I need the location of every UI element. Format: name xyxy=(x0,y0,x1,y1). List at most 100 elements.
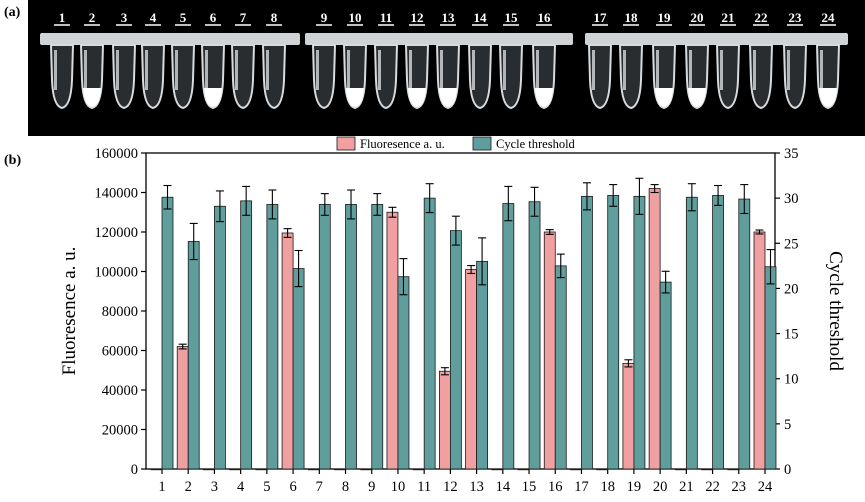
fluorescence-bar xyxy=(334,468,346,471)
cycle-threshold-bar xyxy=(449,230,462,470)
fluorescence-bar xyxy=(648,188,661,470)
fluorescence-bar xyxy=(596,468,609,471)
x-tick-label: 9 xyxy=(368,479,375,495)
x-tick-label: 1 xyxy=(158,479,165,495)
tube-number: 19 xyxy=(658,10,672,25)
panel-b-label: (b) xyxy=(4,153,21,168)
fluorescence-error-bar xyxy=(283,228,292,238)
x-tick-label: 8 xyxy=(342,479,349,495)
x-tick-label: 23 xyxy=(732,479,747,495)
cycle-threshold-error-bar xyxy=(687,183,696,212)
tube-pellet xyxy=(535,88,553,107)
cycle-threshold-error-bar xyxy=(504,185,513,222)
fluorescence-bar xyxy=(465,269,478,470)
fluorescence-bar xyxy=(517,468,530,471)
tube-highlight xyxy=(84,50,87,90)
tube-highlight xyxy=(116,50,119,90)
x-axis: 1 2 3 4 5 6 7 8 9 10 11 12 13 14 15 16 17 18 19 20 21 22 23 24 xyxy=(158,469,773,495)
right-tick-label: 10 xyxy=(784,372,799,388)
x-tick-label: 20 xyxy=(653,479,668,495)
cycle-threshold-error-bar xyxy=(399,258,408,296)
bar-chart: (b) Fluoresence a. u. Cycle threshold 0 2… xyxy=(4,136,846,495)
tube-strip: 1 2 3 4 5 6 7 8 9 10 11 12 13 14 15 16 17 18 19 20 21 22 23 24 xyxy=(40,10,848,110)
fluorescence-error-bar xyxy=(178,343,187,350)
x-tick-label: 16 xyxy=(548,479,563,495)
cycle-threshold-bar xyxy=(633,195,646,470)
tube-photo-panel: (a) 1 2 3 4 5 6 7 8 9 10 11 12 13 14 15 16 17 18 19 20 21 22 2… xyxy=(0,0,865,140)
tube-highlight xyxy=(54,50,57,90)
right-axis: 0 5 10 15 20 25 30 35 xyxy=(775,146,799,478)
cycle-threshold-bar xyxy=(187,241,200,470)
right-tick-label: 25 xyxy=(784,236,799,252)
tube: 17 xyxy=(587,10,613,110)
tube-highlight xyxy=(787,50,790,90)
cycle-threshold-error-bar xyxy=(451,215,460,246)
strip-frame xyxy=(305,33,573,45)
tube-number: 8 xyxy=(271,10,278,25)
fluorescence-bar xyxy=(255,468,268,471)
cycle-threshold-error-bar xyxy=(766,249,775,285)
tube-pellet xyxy=(655,88,673,107)
fluorescence-error-bar xyxy=(545,229,554,235)
tube: 6 xyxy=(200,10,226,110)
x-tick-label: 10 xyxy=(391,479,406,495)
fluorescence-bar xyxy=(543,231,556,470)
tube-number: 20 xyxy=(691,10,704,25)
tube-highlight xyxy=(409,50,412,90)
x-tick-label: 14 xyxy=(496,479,511,495)
fluorescence-bar xyxy=(150,468,163,471)
tube: 11 xyxy=(373,10,399,110)
tube-pellet xyxy=(204,88,222,107)
tube-number: 4 xyxy=(150,10,157,25)
x-tick-label: 19 xyxy=(627,479,642,495)
cycle-threshold-error-bar xyxy=(215,190,224,223)
cycle-threshold-error-bar xyxy=(373,193,382,216)
tube: 7 xyxy=(230,10,256,110)
cycle-threshold-bar xyxy=(712,195,724,470)
legend: Fluoresence a. u. Cycle threshold xyxy=(336,136,576,151)
tube-highlight xyxy=(536,50,539,90)
cycle-threshold-bar xyxy=(528,201,541,470)
tube-highlight xyxy=(689,50,692,90)
cycle-threshold-bar xyxy=(502,203,515,470)
fluorescence-bar xyxy=(386,211,399,470)
cycle-threshold-bar xyxy=(161,196,174,470)
fluorescence-bar xyxy=(491,468,504,471)
tube-highlight xyxy=(656,50,659,90)
cycle-threshold-bar xyxy=(581,195,593,470)
tube: 20 xyxy=(684,10,710,110)
x-tick-label: 2 xyxy=(185,479,192,495)
right-tick-label: 35 xyxy=(784,146,799,162)
tube: 16 xyxy=(531,10,557,110)
tube: 21 xyxy=(715,10,741,110)
x-tick-label: 12 xyxy=(443,479,458,495)
left-tick-label: 40000 xyxy=(102,383,138,399)
tube-number: 9 xyxy=(321,10,328,25)
fluorescence-error-bar xyxy=(467,265,476,275)
tube-highlight xyxy=(720,50,723,90)
tube-pellet xyxy=(408,88,426,107)
tube-highlight xyxy=(503,50,506,90)
cycle-threshold-error-bar xyxy=(242,185,251,216)
tube-number: 10 xyxy=(349,10,362,25)
strip-frame xyxy=(585,33,848,45)
cycle-threshold-bar xyxy=(240,200,253,470)
tube: 1 xyxy=(49,10,75,110)
tube: 10 xyxy=(342,10,368,110)
tube-pellet xyxy=(439,88,457,107)
left-tick-label: 60000 xyxy=(102,344,138,360)
cycle-threshold-error-bar xyxy=(163,184,172,210)
tube-highlight xyxy=(175,50,178,90)
cycle-threshold-error-bar xyxy=(347,189,356,220)
fluorescence-bar xyxy=(701,468,713,471)
left-tick-label: 140000 xyxy=(95,186,139,202)
tube: 15 xyxy=(498,10,524,110)
right-tick-label: 0 xyxy=(784,462,791,478)
x-tick-label: 11 xyxy=(417,479,431,495)
x-tick-label: 13 xyxy=(469,479,484,495)
fluorescence-bar xyxy=(570,468,582,471)
fluorescence-bar xyxy=(674,468,687,471)
cycle-threshold-bar xyxy=(607,195,620,470)
panel-a-label: (a) xyxy=(4,5,21,20)
tube-number: 13 xyxy=(442,10,456,25)
